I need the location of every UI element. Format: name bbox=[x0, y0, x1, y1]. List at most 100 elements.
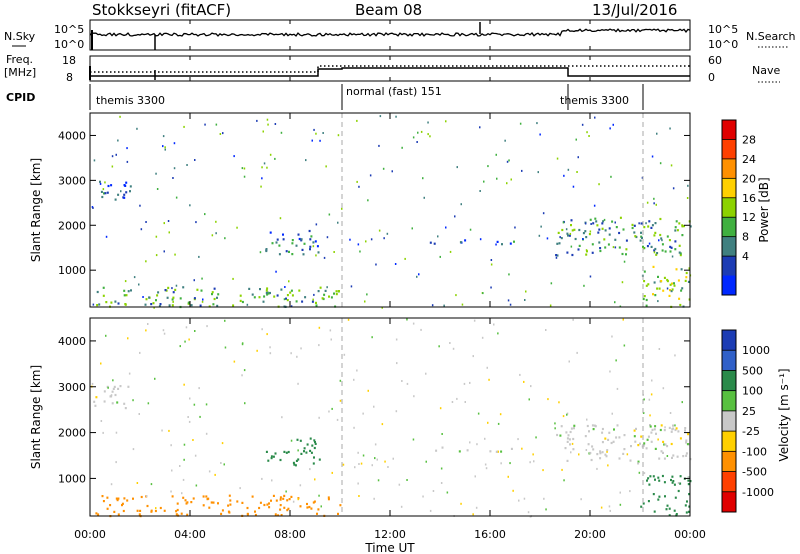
power-scatter-noise-cell bbox=[382, 167, 385, 170]
velocity-scatter-noise-cell bbox=[596, 467, 598, 470]
power-scatter-noise-cell bbox=[482, 292, 484, 295]
velocity-scatter-cell bbox=[687, 479, 690, 482]
velocity-scatter-cell bbox=[599, 452, 602, 455]
power-scatter-noise-cell bbox=[163, 250, 165, 253]
velocity-scatter-cell bbox=[113, 510, 116, 513]
velocity-scatter-noise-cell bbox=[170, 490, 172, 493]
power-scatter-cell bbox=[190, 304, 193, 307]
freq-tick-bottom: 8 bbox=[66, 71, 73, 84]
velocity-scatter-cell bbox=[175, 513, 178, 516]
power-scatter-cell bbox=[297, 233, 300, 236]
velocity-scatter-cell bbox=[270, 499, 272, 502]
power-scatter-cell bbox=[670, 246, 673, 249]
velocity-scatter-noise-cell bbox=[643, 398, 645, 401]
power-scatter-cell bbox=[658, 287, 661, 290]
velocity-scatter-cell bbox=[316, 512, 318, 515]
cbar-segment bbox=[722, 256, 736, 277]
power-scatter-noise-cell bbox=[479, 126, 481, 129]
velocity-scatter-cell bbox=[110, 395, 113, 398]
power-scatter-noise-cell bbox=[174, 253, 176, 256]
power-scatter-cell bbox=[585, 253, 588, 256]
velocity-scatter-noise-cell bbox=[192, 439, 194, 441]
power-scatter-noise-cell bbox=[322, 132, 324, 134]
velocity-scatter-cell bbox=[646, 479, 648, 482]
power-scatter-cell bbox=[599, 247, 602, 250]
velocity-scatter-cell bbox=[146, 504, 149, 508]
velocity-scatter-noise-cell bbox=[456, 397, 458, 400]
velocity-scatter-cell bbox=[327, 498, 330, 501]
power-scatter-cell bbox=[679, 254, 682, 257]
power-scatter-cell bbox=[673, 284, 676, 287]
power-scatter-cell bbox=[618, 246, 621, 249]
velocity-scatter-cell bbox=[103, 400, 106, 403]
velocity-scatter-cell bbox=[318, 458, 321, 461]
power-scatter-cell bbox=[614, 238, 617, 241]
power-scatter-cell bbox=[211, 293, 213, 296]
power-scatter-noise-cell bbox=[246, 303, 249, 306]
power-scatter-noise-cell bbox=[312, 298, 314, 301]
velocity-scatter-cell bbox=[677, 430, 680, 433]
velocity-scatter-cell bbox=[154, 509, 157, 513]
power-scatter-noise-cell bbox=[326, 236, 329, 239]
power-scatter-noise-cell bbox=[201, 277, 203, 280]
power-scatter-noise-cell bbox=[357, 243, 360, 246]
power-scatter-cell bbox=[107, 184, 110, 188]
velocity-scatter-cell bbox=[654, 447, 657, 450]
velocity-scatter-cell bbox=[668, 426, 671, 429]
velocity-scatter-cell bbox=[114, 393, 117, 397]
velocity-scatter-cell bbox=[190, 501, 193, 504]
velocity-scatter-noise-cell bbox=[374, 457, 376, 460]
velocity-scatter-noise-cell bbox=[318, 416, 320, 419]
velocity-scatter-cell bbox=[283, 494, 286, 497]
velocity-scatter-noise-cell bbox=[353, 378, 355, 381]
velocity-scatter-cell bbox=[596, 453, 599, 456]
power-scatter-cell bbox=[558, 242, 561, 245]
velocity-scatter-noise-cell bbox=[188, 338, 190, 341]
power-scatter-cell bbox=[625, 248, 628, 251]
velocity-scatter-cell bbox=[584, 435, 587, 438]
velocity-scatter-cell bbox=[101, 495, 104, 498]
velocity-scatter-cell bbox=[560, 425, 563, 428]
velocity-scatter-cell bbox=[664, 443, 667, 446]
velocity-scatter-noise-cell bbox=[371, 464, 373, 467]
power-scatter-noise-cell bbox=[172, 177, 174, 179]
power-scatter-cell bbox=[641, 236, 643, 239]
velocity-scatter-noise-cell bbox=[532, 453, 534, 456]
power-scatter-cell bbox=[674, 248, 677, 251]
velocity-scatter-noise-cell bbox=[476, 443, 478, 446]
power-scatter-noise-cell bbox=[267, 123, 269, 126]
velocity-scatter-cell bbox=[592, 428, 595, 431]
power-scatter-cell bbox=[269, 291, 271, 295]
velocity-scatter-cell bbox=[272, 455, 275, 458]
power-scatter-cell bbox=[200, 289, 203, 292]
velocity-scatter-cell bbox=[658, 495, 661, 498]
velocity-scatter-noise-cell bbox=[562, 415, 565, 418]
power-scatter-noise-cell bbox=[646, 201, 649, 204]
velocity-scatter-cell bbox=[241, 501, 244, 504]
velocity-scatter-noise-cell bbox=[205, 432, 208, 435]
velocity-scatter-noise-cell bbox=[256, 349, 258, 352]
velocity-scatter-noise-cell bbox=[413, 395, 415, 398]
velocity-scatter-noise-cell bbox=[406, 479, 408, 481]
power-scatter-noise-cell bbox=[337, 221, 339, 224]
power-scatter-cell bbox=[608, 227, 611, 230]
power-scatter-cell bbox=[687, 280, 690, 283]
velocity-scatter-cell bbox=[661, 474, 664, 478]
power-scatter-cell bbox=[308, 229, 311, 233]
velocity-scatter-noise-cell bbox=[224, 346, 227, 349]
velocity-scatter-cell bbox=[672, 454, 675, 457]
velocity-scatter-noise-cell bbox=[290, 439, 293, 442]
power-scatter-noise-cell bbox=[641, 176, 644, 179]
velocity-scatter-cell bbox=[123, 497, 126, 500]
velocity-scatter-noise-cell bbox=[300, 347, 302, 350]
power-scatter-noise-cell bbox=[164, 148, 166, 151]
velocity-scatter-cell bbox=[684, 427, 687, 430]
x-axis-label: Time UT bbox=[364, 541, 415, 554]
velocity-scatter-noise-cell bbox=[643, 472, 646, 475]
power-scatter-noise-cell bbox=[305, 159, 307, 162]
velocity-scatter-cell bbox=[113, 385, 116, 388]
velocity-scatter-noise-cell bbox=[189, 397, 191, 400]
velocity-scatter-noise-cell bbox=[362, 412, 364, 415]
power-cbar-label: Power [dB] bbox=[757, 177, 771, 242]
power-scatter-cell bbox=[193, 297, 196, 300]
